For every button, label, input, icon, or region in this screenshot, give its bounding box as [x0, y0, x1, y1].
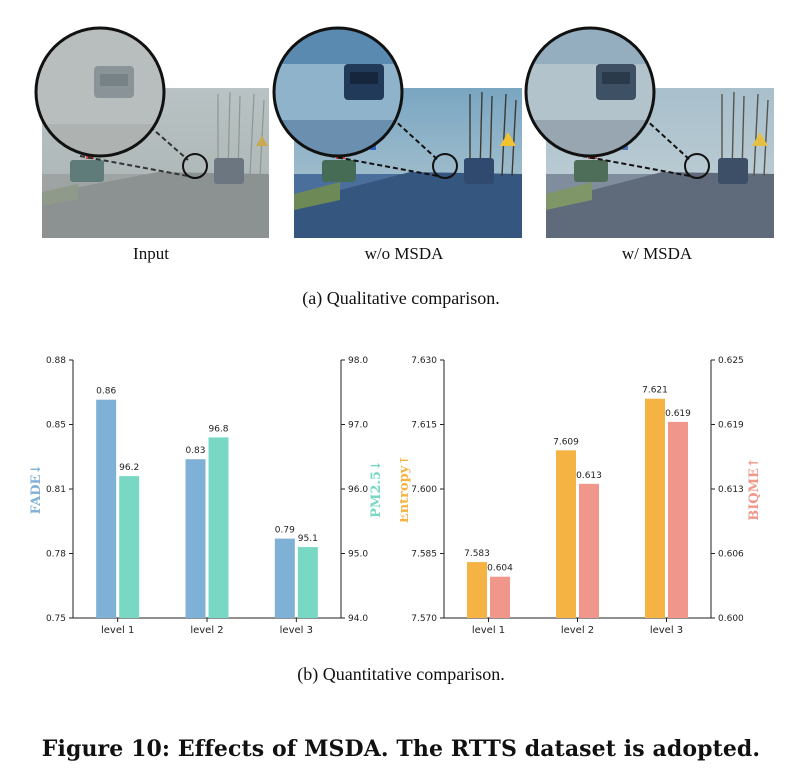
bar-entropy	[645, 398, 665, 618]
left-tick-label: 0.85	[46, 421, 66, 431]
right-tick-label: 95.0	[348, 550, 368, 560]
right-tick-label: 96.0	[348, 485, 368, 495]
bar-biqme	[490, 576, 510, 618]
x-tick-label: level 1	[472, 625, 505, 636]
bar-value-label: 0.86	[96, 387, 116, 397]
bar-value-label: 96.8	[208, 424, 228, 434]
left-tick-label: 7.630	[411, 356, 437, 366]
right-axis-label: BIQME↑	[747, 457, 762, 521]
left-tick-label: 0.78	[46, 550, 66, 560]
x-tick-label: level 3	[650, 625, 683, 636]
x-tick-label: level 2	[561, 625, 594, 636]
with-msda-image-panel	[522, 24, 778, 242]
bar-entropy	[556, 450, 576, 618]
right-axis-label: PM2.5↓	[369, 460, 384, 518]
left-axis-label: Entropy↑	[400, 455, 412, 523]
bar-value-label: 0.79	[275, 526, 295, 536]
bar-value-label: 7.621	[642, 386, 668, 396]
right-tick-label: 97.0	[348, 421, 368, 431]
right-tick-label: 0.613	[718, 485, 744, 495]
left-tick-label: 0.75	[46, 614, 66, 624]
qualitative-caption: (a) Qualitative comparison.	[302, 288, 500, 308]
bar-value-label: 96.2	[119, 463, 139, 473]
without-msda-image-label: w/o MSDA	[364, 244, 444, 263]
right-tick-label: 98.0	[348, 356, 368, 366]
bar-fade	[185, 459, 206, 618]
without-msda-image-panel	[270, 24, 526, 242]
bar-pm25	[119, 476, 140, 618]
bar-value-label: 7.583	[464, 549, 490, 559]
left-tick-label: 7.615	[411, 421, 437, 431]
bar-value-label: 7.609	[553, 437, 579, 447]
bar-pm25	[297, 547, 318, 618]
left-tick-label: 0.88	[46, 356, 66, 366]
bar-value-label: 0.604	[487, 564, 513, 574]
right-tick-label: 0.625	[718, 356, 744, 366]
left-axis-label: FADE↓	[29, 464, 44, 515]
right-tick-label: 0.606	[718, 550, 744, 560]
bar-pm25	[208, 437, 229, 618]
right-tick-label: 94.0	[348, 614, 368, 624]
right-tick-label: 0.619	[718, 421, 744, 431]
with-msda-image-label: w/ MSDA	[621, 244, 693, 263]
entropy-biqme-chart: 7.570 7.585 7.600 7.615 7.630 0.600 0.606 0.613…	[400, 356, 762, 636]
bar-value-label: 95.1	[298, 534, 318, 544]
bar-value-label: 0.619	[665, 409, 691, 419]
left-tick-label: 7.570	[411, 614, 437, 624]
fade-pm25-chart: 0.75 0.78 0.81 0.85 0.88 94.0 95.0 96.0 97.0 98.0…	[29, 356, 384, 636]
bar-fade	[274, 538, 295, 618]
left-tick-label: 0.81	[46, 485, 66, 495]
x-tick-label: level 3	[280, 625, 313, 636]
figure-caption: Figure 10: Effects of MSDA. The RTTS dat…	[41, 736, 761, 762]
bar-biqme	[668, 421, 688, 618]
bar-fade	[96, 399, 117, 618]
right-tick-label: 0.600	[718, 614, 744, 624]
bar-entropy	[467, 562, 487, 618]
left-tick-label: 7.585	[411, 550, 437, 560]
bar-value-label: 0.83	[185, 446, 205, 456]
x-tick-label: level 2	[190, 625, 223, 636]
bar-biqme	[579, 483, 599, 618]
quantitative-caption: (b) Quantitative comparison.	[297, 664, 505, 684]
x-tick-label: level 1	[101, 625, 134, 636]
input-image-panel	[18, 24, 274, 242]
bar-value-label: 0.613	[576, 471, 602, 481]
left-tick-label: 7.600	[411, 485, 437, 495]
input-image-label: Input	[133, 244, 169, 263]
